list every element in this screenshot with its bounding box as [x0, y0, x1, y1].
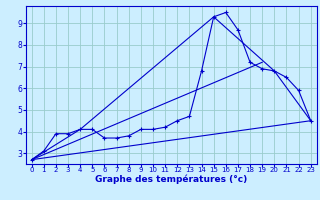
X-axis label: Graphe des températures (°c): Graphe des températures (°c): [95, 175, 247, 184]
